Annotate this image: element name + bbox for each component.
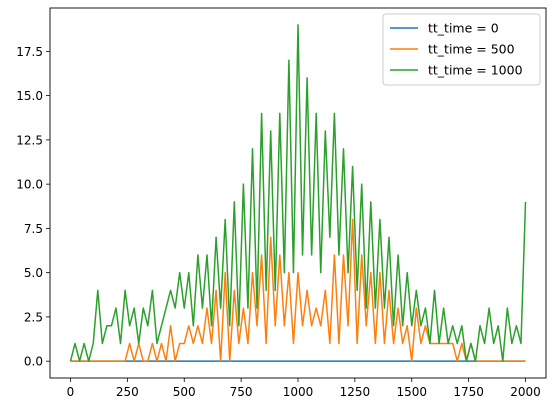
y-tick-label: 12.5: [16, 133, 43, 147]
y-tick-label: 5.0: [24, 266, 43, 280]
legend-box: [382, 13, 541, 86]
series-line-2: [69, 24, 527, 362]
plot-lines: [69, 24, 527, 362]
x-tick-label: 2000: [510, 385, 541, 399]
y-tick-label: 17.5: [16, 45, 43, 59]
y-tick-label: 7.5: [24, 222, 43, 236]
legend-label-0: tt_time = 0: [428, 21, 499, 36]
x-tick-label: 1750: [453, 385, 484, 399]
x-tick-label: 1000: [283, 385, 314, 399]
y-tick-label: 2.5: [24, 310, 43, 324]
x-tick-label: 0: [67, 385, 75, 399]
x-tick-label: 500: [173, 385, 196, 399]
x-tick-label: 250: [116, 385, 139, 399]
legend-label-1: tt_time = 500: [428, 42, 515, 57]
x-tick-label: 1250: [340, 385, 371, 399]
y-tick-label: 10.0: [16, 178, 43, 192]
y-tick-label: 15.0: [16, 89, 43, 103]
x-tick-label: 750: [230, 385, 253, 399]
series-line-1: [70, 218, 526, 362]
y-tick-label: 0.0: [24, 355, 43, 369]
legend-label-2: tt_time = 1000: [428, 63, 523, 78]
y-axis: 0.0 2.5 5.0 7.5 10.0 12.5 15.0 17.5: [16, 45, 50, 369]
legend: tt_time = 0 tt_time = 500 tt_time = 1000: [382, 13, 541, 86]
x-axis: 0 250 500 750 1000 1250 1500 1750 2000: [67, 378, 541, 399]
x-tick-label: 1500: [396, 385, 427, 399]
